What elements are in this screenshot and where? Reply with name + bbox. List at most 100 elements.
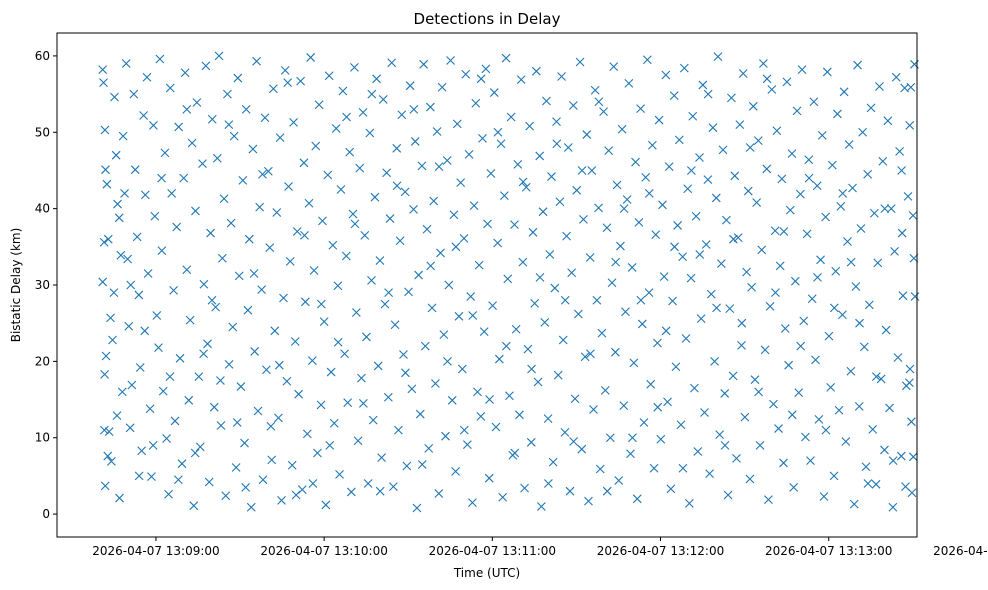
data-point [568,101,578,110]
data-point [462,440,472,449]
data-point [846,366,856,376]
data-point [727,93,736,103]
data-point [851,282,861,291]
data-point [891,72,901,82]
data-point [447,395,457,405]
data-point [101,165,110,175]
data-point [555,197,565,207]
data-point [257,285,267,294]
data-point [843,237,852,246]
data-point [510,220,519,230]
data-point [905,364,915,374]
data-point [106,313,115,323]
data-point [715,430,725,440]
data-point [765,301,775,311]
data-point [595,464,605,474]
data-point [826,382,836,392]
data-point [224,360,234,369]
data-point [745,143,755,152]
data-point [350,219,360,229]
data-point [400,187,410,197]
data-point [607,278,617,288]
data-point [383,392,393,402]
data-point [542,96,551,106]
data-point [177,459,187,469]
data-point [351,308,361,317]
data-point [779,458,788,468]
data-point [457,364,467,374]
data-point [461,69,471,79]
data-point [420,341,430,351]
data-point [703,175,713,185]
data-point [101,351,111,361]
data-point [392,181,402,191]
data-point [718,145,728,155]
chart-title: Detections in Delay [414,10,561,28]
data-point [277,495,286,505]
data-point [878,156,888,166]
data-point [875,82,884,91]
data-point [585,253,595,262]
data-point [619,204,629,214]
data-point [653,338,662,348]
data-point [656,434,666,444]
data-point [654,115,664,125]
data-point [211,302,221,312]
data-point [355,163,365,173]
data-point [224,120,234,130]
data-point [897,228,907,238]
data-point [216,421,226,430]
data-point [399,350,408,359]
data-point [846,257,856,267]
data-point [735,120,745,130]
data-point [160,148,170,158]
data-point [439,330,449,340]
data-point [908,452,918,462]
data-point [464,150,474,159]
data-point [243,305,253,315]
data-point [468,311,478,320]
data-point [132,232,142,242]
data-point [223,89,232,99]
data-point [409,205,418,214]
data-point [358,398,368,408]
data-point [728,371,738,381]
data-point [821,212,831,222]
data-point [779,227,789,236]
data-point [297,485,307,495]
data-point [390,320,400,330]
data-point [550,283,560,293]
data-point [468,498,477,508]
data-point [634,217,644,227]
data-point [137,446,147,456]
data-point [179,173,189,183]
data-point [378,95,388,104]
data-point [112,411,122,420]
data-point [521,182,531,192]
data-point [807,294,817,304]
data-point [299,158,309,168]
data-point [859,342,869,352]
data-point [98,65,108,75]
data-point [333,337,343,347]
data-point [434,489,444,498]
data-point [99,237,109,247]
data-point [372,74,381,84]
data-point [577,444,587,454]
data-point [358,108,368,117]
data-point [274,360,284,370]
data-point [313,448,322,458]
data-point [743,186,753,196]
data-point [233,73,243,83]
data-point [827,160,837,170]
data-point [866,103,876,113]
data-point [140,326,150,336]
data-point [594,97,604,107]
data-point [195,442,205,452]
data-point [723,490,733,500]
data-point [523,344,533,354]
data-point [325,440,335,450]
data-point [167,188,177,198]
data-point [898,291,908,301]
data-point [270,326,280,336]
